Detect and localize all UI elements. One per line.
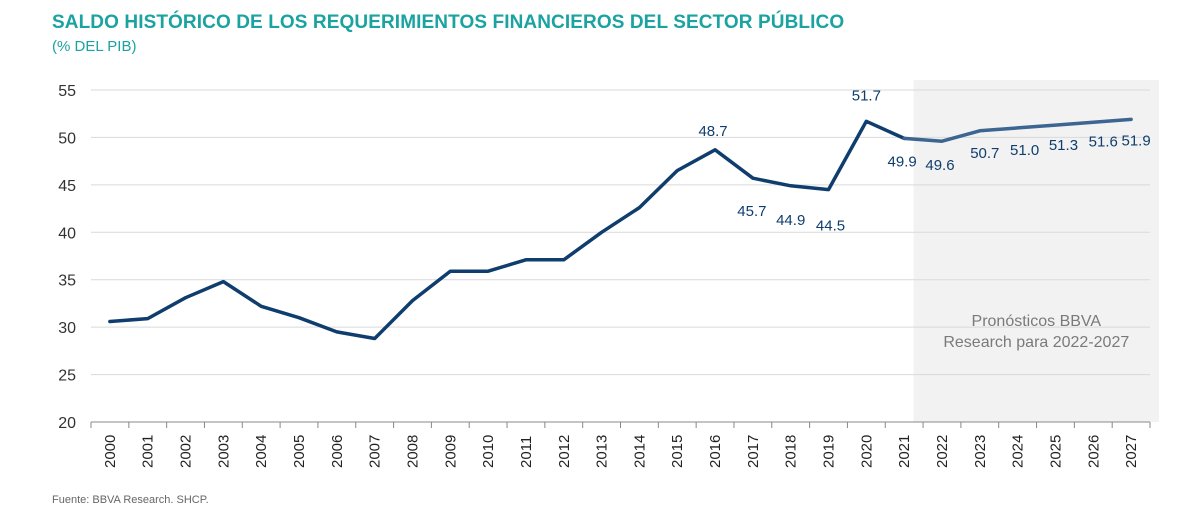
data-label: 49.6 [925, 157, 954, 174]
x-tick-label: 2002 [178, 435, 195, 468]
x-tick-label: 2010 [480, 435, 497, 468]
x-tick-label: 2004 [253, 435, 270, 468]
data-label: 51.0 [1010, 142, 1039, 159]
x-tick-label: 2019 [821, 435, 838, 468]
chart-title: SALDO HISTÓRICO DE LOS REQUERIMIENTOS FI… [52, 12, 845, 33]
y-axis: 20 25 30 35 40 45 50 55 [58, 83, 76, 432]
x-tick-label: 2014 [631, 435, 648, 468]
data-label: 44.9 [776, 212, 805, 229]
x-tick-label: 2003 [215, 435, 232, 468]
series-lines [108, 117, 1133, 341]
x-tick-label: 2009 [442, 435, 459, 468]
y-tick-label: 45 [58, 178, 76, 195]
forecast-note: Pronósticos BBVA Research para 2022-2027 [943, 313, 1129, 351]
chart-subtitle: (% DEL PIB) [52, 38, 137, 55]
x-tick-label: 2008 [404, 435, 421, 468]
forecast-note-line: Research para 2022-2027 [943, 334, 1129, 351]
grid-lines [91, 89, 1150, 376]
x-tick-label: 2005 [291, 435, 308, 468]
forecast-region [913, 80, 1159, 422]
x-tick-label: 2017 [745, 435, 762, 468]
x-tick-label: 2025 [1047, 435, 1064, 468]
y-tick-label: 20 [58, 415, 76, 432]
data-label: 44.5 [816, 218, 845, 235]
x-tick-label: 2021 [896, 435, 913, 468]
data-label: 50.7 [970, 145, 999, 162]
x-tick-label: 2012 [556, 435, 573, 468]
x-tick-label: 2024 [1010, 435, 1027, 468]
x-tick-label: 2016 [707, 435, 724, 468]
x-tick-label: 2007 [367, 435, 384, 468]
x-tick-label: 2000 [102, 435, 119, 468]
x-tick-label: 2023 [972, 435, 989, 468]
x-tick-label: 2026 [1085, 435, 1102, 468]
y-tick-label: 25 [58, 368, 76, 385]
y-tick-label: 40 [58, 225, 76, 242]
data-label: 49.9 [888, 153, 917, 170]
x-tick-label: 2020 [858, 435, 875, 468]
y-tick-label: 50 [58, 130, 76, 147]
source-note: Fuente: BBVA Research. SHCP. [52, 494, 209, 506]
data-label: 48.7 [698, 123, 727, 140]
x-tick-label: 2018 [783, 435, 800, 468]
data-labels: 48.7 45.7 44.9 44.5 51.7 49.9 49.6 50.7 51.0 51.3… [698, 87, 1150, 234]
data-label: 45.7 [737, 203, 766, 220]
y-tick-label: 55 [58, 83, 76, 100]
x-tick-label: 2015 [669, 435, 686, 468]
forecast-shade [913, 80, 1159, 422]
x-tick-label: 2001 [140, 435, 157, 468]
x-tick-label: 2022 [934, 435, 951, 468]
x-axis: 2000 2001 2002 2003 2004 2005 2006 2007 2008 2009… [90, 421, 1151, 468]
data-label: 51.7 [852, 87, 881, 104]
series-line-historical [108, 119, 906, 341]
data-label: 51.9 [1121, 132, 1150, 149]
y-tick-label: 35 [58, 273, 76, 290]
y-tick-label: 30 [58, 320, 76, 337]
data-label: 51.6 [1089, 133, 1118, 150]
series-line-forecast [902, 117, 1133, 143]
x-tick-label: 2011 [518, 436, 535, 468]
x-tick-label: 2006 [329, 435, 346, 468]
x-tick-label: 2027 [1123, 435, 1140, 468]
forecast-note-line: Pronósticos BBVA [972, 313, 1102, 330]
x-tick-label: 2013 [594, 435, 611, 468]
data-label: 51.3 [1049, 137, 1078, 154]
